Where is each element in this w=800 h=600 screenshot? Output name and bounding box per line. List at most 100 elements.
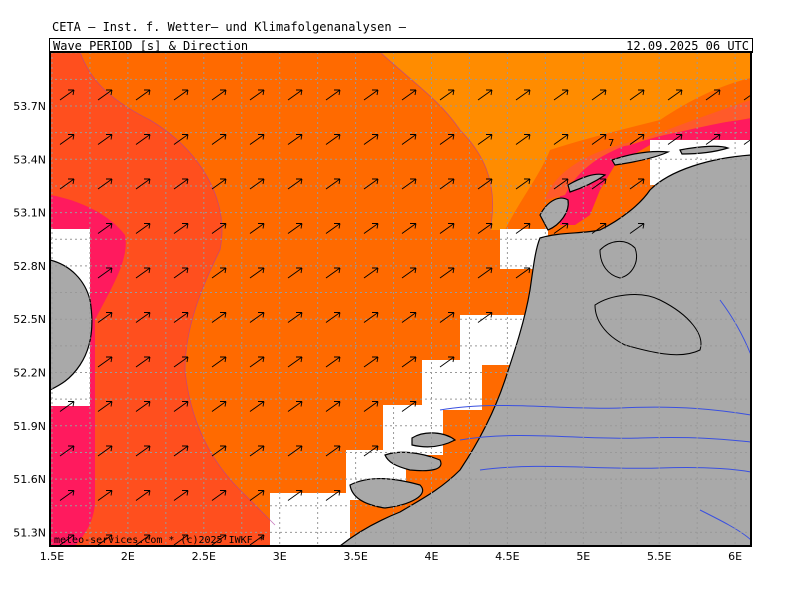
period-field-transition-northeast [545, 100, 751, 200]
valid-time: 12.09.2025 06 UTC [626, 39, 749, 53]
lon-tick-label: 2E [121, 550, 135, 563]
wave-direction-arrow [97, 312, 113, 323]
wave-direction-arrow [325, 178, 341, 190]
wave-direction-arrow [173, 89, 189, 101]
wave-direction-arrow [249, 534, 265, 546]
wave-direction-arrow [705, 89, 721, 101]
wave-direction-arrow [363, 89, 379, 101]
wave-direction-arrow [439, 223, 455, 234]
wave-direction-arrow [287, 490, 303, 501]
wave-direction-arrow [59, 89, 75, 101]
lat-tick-label: 51.9N [13, 420, 46, 433]
netherlands-land [339, 154, 751, 546]
wave-direction-arrow [401, 267, 417, 279]
wave-direction-arrow [173, 267, 189, 279]
wave-direction-arrow [629, 134, 645, 145]
period-field-high-southwest [50, 406, 95, 546]
wave-direction-arrow [173, 534, 189, 546]
map-frame [49, 51, 752, 547]
wave-direction-arrow [363, 178, 379, 190]
wave-direction-arrow [135, 445, 151, 457]
wave-direction-arrow [59, 178, 75, 190]
wave-direction-arrow [477, 223, 493, 234]
wave-direction-arrow [743, 94, 751, 101]
wave-direction-arrow [401, 89, 417, 101]
wave-direction-arrow [173, 223, 189, 234]
wave-direction-arrow [211, 178, 227, 190]
wave-direction-arrow [325, 490, 341, 501]
wave-direction-arrow [287, 178, 303, 190]
texel-island [539, 197, 569, 231]
lon-tick-label: 4.5E [495, 550, 519, 563]
wave-direction-arrow [59, 490, 75, 501]
wave-direction-arrow [249, 89, 265, 101]
latitude-labels: 53.7N 53.4N 53.1N 52.8N 52.5N 52.2N 51.9N 51.6N… [13, 100, 46, 539]
wave-direction-arrow [97, 356, 113, 368]
lon-tick-label: 1.5E [40, 550, 64, 563]
wave-direction-arrow [97, 445, 113, 457]
wave-direction-arrow [515, 134, 531, 145]
contour-label: 7 [608, 138, 614, 149]
wave-direction-arrow [401, 312, 417, 323]
wave-direction-arrow [211, 401, 227, 412]
wave-direction-arrow [135, 178, 151, 190]
wave-direction-arrow [211, 134, 227, 145]
wave-direction-arrow [249, 401, 265, 412]
wave-direction-arrow [477, 312, 493, 323]
wave-direction-arrow [439, 89, 455, 101]
wave-direction-arrow [325, 401, 341, 412]
wave-direction-arrow [287, 312, 303, 323]
wave-direction-arrow [591, 134, 607, 145]
wave-direction-arrow [287, 445, 303, 457]
wave-direction-arrow [135, 89, 151, 101]
lon-tick-label: 4E [425, 550, 439, 563]
wave-direction-arrow [249, 445, 265, 457]
wave-direction-arrow [363, 401, 379, 412]
wave-direction-arrow [553, 134, 569, 145]
wave-direction-arrow [135, 223, 151, 234]
wave-direction-arrow [515, 267, 531, 279]
wave-direction-arrow [629, 178, 645, 190]
wave-direction-arrow [135, 134, 151, 145]
wave-direction-arrow [439, 356, 455, 368]
period-field-mid-high [50, 52, 275, 546]
wave-direction-arrow [363, 312, 379, 323]
wave-direction-arrow [59, 134, 75, 145]
wave-direction-arrow [477, 89, 493, 101]
longitude-labels: 1.5E 2E 2.5E 3E 3.5E 4E 4.5E 5E 5.5E 6E [40, 550, 742, 563]
lon-tick-label: 6E [728, 550, 742, 563]
wave-direction-arrow [97, 534, 113, 546]
rivers [439, 299, 751, 541]
variable-label: Wave PERIOD [s] & Direction [53, 39, 249, 53]
wave-direction-arrow [743, 138, 751, 145]
lon-tick-label: 5.5E [647, 550, 671, 563]
wave-direction-arrow [249, 267, 265, 279]
direction-arrows [59, 89, 751, 546]
wave-direction-arrow [249, 178, 265, 190]
wave-direction-arrow [439, 134, 455, 145]
period-field-low [380, 52, 751, 230]
wave-direction-arrow [97, 223, 113, 234]
wave-direction-arrow [667, 134, 683, 145]
chart-title: CETA — Inst. f. Wetter— und Klimafolgena… [52, 20, 407, 34]
wave-direction-arrow [211, 267, 227, 279]
wave-direction-arrow [401, 356, 417, 368]
wave-direction-arrow [439, 312, 455, 323]
lat-tick-label: 53.7N [13, 100, 46, 113]
wave-direction-arrow [477, 134, 493, 145]
wave-direction-arrow [287, 134, 303, 145]
wave-direction-arrow [59, 401, 75, 412]
wave-direction-arrow [211, 445, 227, 457]
wave-direction-arrow [173, 178, 189, 190]
wave-direction-arrow [173, 134, 189, 145]
wave-direction-arrow [135, 356, 151, 368]
lat-tick-label: 51.6N [13, 473, 46, 486]
wave-direction-arrow [477, 267, 493, 279]
lat-tick-label: 52.2N [13, 367, 46, 380]
wave-direction-arrow [363, 223, 379, 234]
wave-direction-arrow [173, 356, 189, 368]
credit-text: meteo-services.com * (c)2025 IWKF * [54, 535, 265, 546]
wave-direction-arrow [363, 134, 379, 145]
period-field-high-northeast [560, 118, 751, 225]
wave-direction-arrow [249, 223, 265, 234]
